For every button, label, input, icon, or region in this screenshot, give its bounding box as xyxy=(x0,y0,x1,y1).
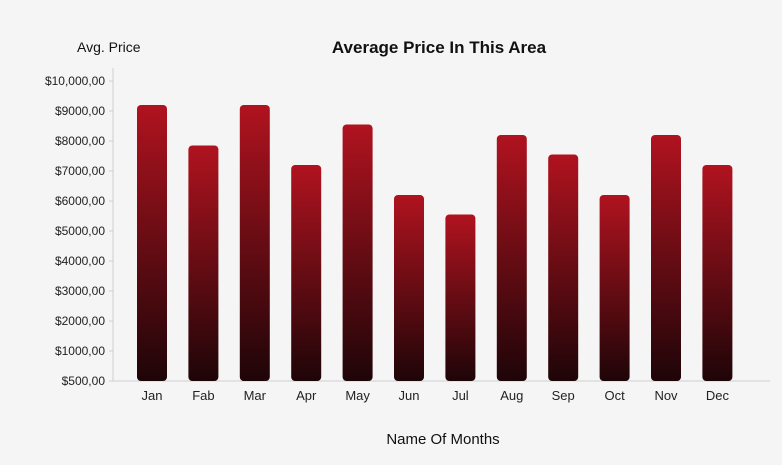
y-tick-label: $10,000,00 xyxy=(45,74,105,88)
bar-may xyxy=(342,124,373,381)
y-axis-title: Avg. Price xyxy=(77,39,141,55)
y-tick-label: $5000,00 xyxy=(55,224,105,238)
x-tick-label: Fab xyxy=(192,388,214,403)
y-tick-label: $1000,00 xyxy=(55,344,105,358)
x-tick-label: Sep xyxy=(552,388,575,403)
y-tick-label: $2000,00 xyxy=(55,314,105,328)
bar-sep xyxy=(548,154,579,381)
x-tick-label: Dec xyxy=(706,388,730,403)
x-tick-label: Jul xyxy=(452,388,469,403)
x-tick-label: May xyxy=(345,388,370,403)
bar-jan xyxy=(137,105,167,381)
y-tick-label: $7000,00 xyxy=(55,164,105,178)
bar-jul xyxy=(445,214,476,381)
y-tick-label: $3000,00 xyxy=(55,284,105,298)
y-tick-label: $500,00 xyxy=(62,374,106,388)
y-tick-group: $500,00 $1000,00 $2000,00 $3000,00 $4000,00 $… xyxy=(45,74,113,388)
bar-oct xyxy=(599,195,630,381)
bar-fab xyxy=(188,145,219,381)
chart-title: Average Price In This Area xyxy=(332,38,547,57)
x-tick-label: Oct xyxy=(604,388,625,403)
x-axis-title: Name Of Months xyxy=(386,431,499,448)
x-tick-label: Aug xyxy=(500,388,523,403)
bar-jun xyxy=(394,195,424,381)
y-tick-label: $4000,00 xyxy=(55,254,105,268)
x-tick-label: Jun xyxy=(399,388,420,403)
bar-nov xyxy=(651,135,681,381)
x-tick-label: Apr xyxy=(296,388,317,403)
x-tick-label: Mar xyxy=(244,388,267,403)
x-tick-group: Jan Fab Mar Apr May Jun Jul Aug Sep Oct Nov Dec xyxy=(142,388,730,403)
y-tick-label: $9000,00 xyxy=(55,104,105,118)
x-tick-label: Nov xyxy=(654,388,678,403)
y-tick-label: $8000,00 xyxy=(55,134,105,148)
y-tick-label: $6000,00 xyxy=(55,194,105,208)
bar-group xyxy=(137,105,733,381)
bar-dec xyxy=(702,165,733,381)
bar-aug xyxy=(496,135,527,381)
bar-mar xyxy=(239,105,270,381)
x-tick-label: Jan xyxy=(142,388,163,403)
bar-apr xyxy=(291,165,322,381)
